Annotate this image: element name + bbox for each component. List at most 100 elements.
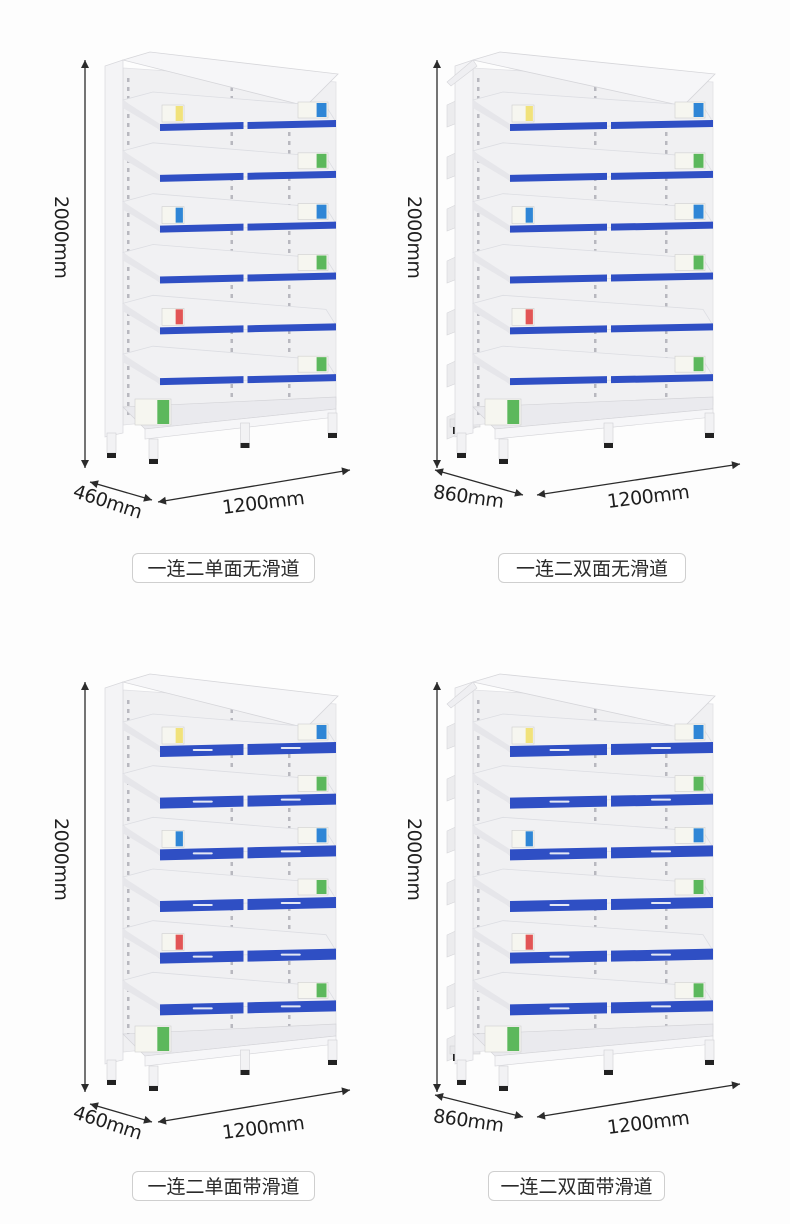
product-panel-single-with-slide: 2000mm 460mm 1200mm 一连二单面带滑道 [0,612,395,1224]
upright-slot [665,384,668,388]
upright-slot [665,177,668,181]
width-arrow-head [341,1087,350,1096]
upright-slot [230,384,233,388]
leveling-foot [604,1070,613,1075]
upright-slot [594,1015,597,1019]
price-strip-left [510,223,607,233]
upright-slot [127,997,130,1001]
upright-slot [477,114,480,118]
upright-slot [594,285,597,289]
product-box-label [316,983,327,998]
upright-slot [127,78,130,82]
upright-slot [127,231,130,235]
upright-slot [230,285,233,289]
upright-slot [665,862,668,866]
product-box-label [693,983,704,998]
rear-canopy [446,681,478,709]
upright-slot [230,339,233,343]
height-arrow-head [433,460,441,468]
upright-slot [665,970,668,974]
price-strip-left [160,223,244,233]
upright-slot [127,853,130,857]
upright-slot [127,1024,130,1028]
drawer-handle-left [549,800,570,803]
product-box-label [316,357,327,372]
upright-slot [594,808,597,812]
leveling-foot [149,459,158,464]
upright-slot [288,294,291,298]
drawer-handle-right [651,850,671,853]
upright-slot [127,916,130,920]
upright-slot [127,348,130,352]
shelf-side [473,825,510,856]
product-box-label [507,400,520,424]
upright-slot [127,168,130,172]
upright-slot [665,871,668,875]
leveling-foot [107,1080,116,1085]
upright-slot [127,709,130,713]
drawer-handle-left [549,1007,570,1010]
upright-slot [288,285,291,289]
price-strip-right [247,272,336,282]
shelf-side [473,928,510,959]
height-arrow-head [81,682,89,690]
upright-slot [288,303,291,307]
product-caption: 一连二单面无滑道 [132,553,315,583]
upright-slot [230,862,233,866]
depth-arrow-head [514,488,523,497]
shelf-leg [240,422,250,444]
upright-slot [288,231,291,235]
upright-slot [230,87,233,91]
depth-arrow-head [143,493,152,502]
upright-slot [127,141,130,145]
shelf-side [123,150,160,181]
product-box-label [175,728,183,743]
drawer-handle-right [651,902,671,904]
product-panel-single-no-slide: 2000mm 460mm 1200mm 一连二单面无滑道 [0,0,395,612]
upright-slot [477,943,480,947]
upright-slot [230,970,233,974]
shelf-side [123,201,160,232]
upright-slot [127,907,130,911]
upright-slot [127,952,130,956]
upright-slot [230,961,233,965]
upright-slot [665,1015,668,1019]
upright-slot [477,96,480,100]
shelf-side [473,877,510,907]
product-box-label [316,725,327,739]
leveling-foot [107,453,116,458]
upright-slot [288,871,291,875]
height-dimension-label: 2000mm [403,818,425,901]
width-arrow-head [341,467,350,476]
upright-slot [477,997,480,1001]
product-box-label [316,828,327,843]
shelf-leg [148,438,159,460]
upright-slot [477,754,480,758]
upright-slot [477,141,480,145]
upright-slot [477,799,480,803]
upright-slot [127,898,130,902]
height-dimension-label: 2000mm [50,196,72,279]
shelf-leg [498,438,509,460]
upright-slot [594,195,597,199]
leveling-foot [457,1080,466,1085]
leveling-foot [705,1060,714,1065]
upright-slot [288,384,291,388]
shelf-side [123,252,160,283]
price-strip-right [247,374,336,384]
depth-arrow [434,469,524,496]
upright-slot [230,871,233,875]
upright-slot [665,150,668,154]
height-dimension-label: 2000mm [403,196,425,279]
upright-slot [665,186,668,190]
width-arrow-head [158,1116,167,1125]
shelf-leg [456,1059,467,1081]
upright-slot [665,195,668,199]
height-arrow-head [433,1084,441,1092]
upright-slot [127,87,130,91]
upright-slot [477,78,480,82]
upright-slot [127,132,130,136]
upright-slot [594,231,597,235]
upright-slot [127,1006,130,1010]
upright-slot [288,763,291,767]
